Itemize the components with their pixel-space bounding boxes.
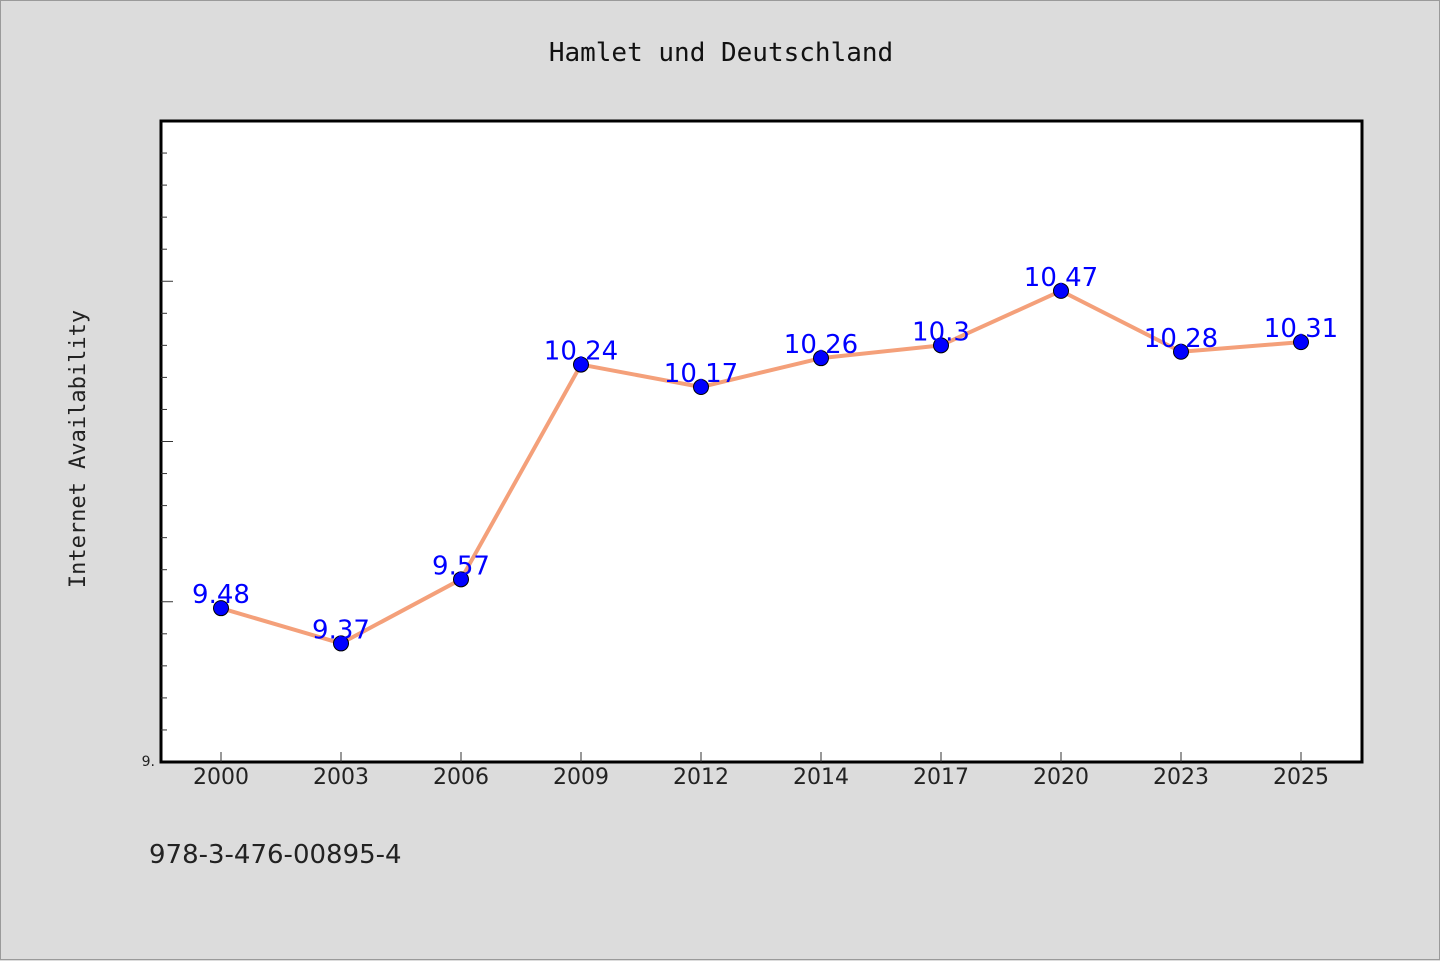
data-label: 10.31: [1264, 314, 1338, 344]
data-point: [1293, 334, 1309, 351]
y-axis-label: Internet Availability: [66, 310, 91, 588]
data-point: [333, 635, 349, 652]
series-line: [220, 288, 1302, 646]
data-point: [213, 600, 229, 617]
data-label: 9.37: [312, 615, 370, 645]
data-label: 9.48: [192, 580, 250, 610]
data-points: [213, 282, 1309, 652]
data-label: 10.47: [1024, 263, 1098, 293]
x-tick-label: 2003: [313, 765, 369, 790]
data-labels: 9.48 9.37 9.57 10.24 10.17 10.26 10.3 10.47 10.2…: [192, 263, 1338, 646]
data-point: [1173, 343, 1189, 360]
data-label: 10.28: [1144, 324, 1218, 354]
plot-area: [159, 119, 1364, 764]
data-point: [693, 379, 709, 396]
x-axis-ticks: 2000 2003 2006 2009 2012 2014 2017 2020 2023 2025: [193, 752, 1329, 790]
x-tick-label: 2012: [673, 765, 729, 790]
chart-title: Hamlet und Deutschland: [549, 38, 893, 68]
x-tick-label: 2000: [193, 765, 249, 790]
y-tick-label: 9.: [142, 754, 155, 770]
data-label: 10.26: [784, 330, 858, 360]
y-axis-ticks: 9.: [142, 152, 173, 770]
x-tick-label: 2009: [553, 765, 609, 790]
data-label: 10.3: [912, 317, 970, 347]
data-label: 10.24: [544, 337, 618, 367]
x-tick-label: 2025: [1273, 765, 1329, 790]
x-tick-label: 2023: [1153, 765, 1209, 790]
x-tick-label: 2020: [1033, 765, 1089, 790]
data-point: [453, 571, 469, 588]
isbn-footer: 978-3-476-00895-4: [149, 840, 402, 870]
data-point: [933, 337, 949, 354]
data-label: 9.57: [432, 551, 490, 581]
x-tick-label: 2017: [913, 765, 969, 790]
data-point: [1053, 282, 1069, 299]
data-label: 10.17: [664, 359, 738, 389]
data-point: [573, 356, 589, 373]
data-point: [813, 350, 829, 367]
x-tick-label: 2006: [433, 765, 489, 790]
x-tick-label: 2014: [793, 765, 849, 790]
